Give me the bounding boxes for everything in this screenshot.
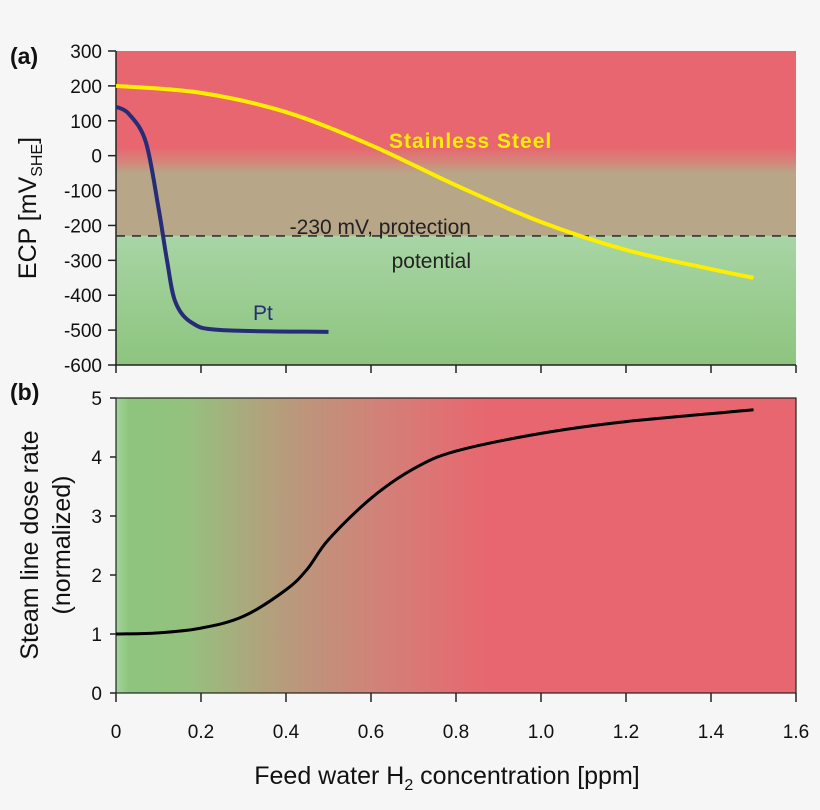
panel-b-label: (b): [10, 379, 39, 405]
x-tick-label: 0.6: [358, 722, 384, 743]
panel-a-background-protected: [116, 235, 796, 365]
x-axis-label: Feed water H2 concentration [ppm]: [254, 762, 639, 794]
panel-a-y-tick-label: -300: [64, 251, 102, 272]
panel-a: 300 200 100 0 -100 -200 -300 -400 -500 -600 Stain…: [10, 42, 797, 377]
panel-a-y-tick-label: -100: [64, 182, 102, 203]
x-tick-label: 1.4: [698, 722, 725, 743]
stainless-steel-label: Stainless Steel: [389, 130, 552, 153]
panel-a-y-tick-label: 0: [91, 147, 102, 168]
x-tick-label: 1.2: [613, 722, 639, 743]
pt-line: [115, 104, 329, 334]
panel-b-y-tick-label: 5: [91, 389, 102, 410]
panel-a-label: (a): [10, 43, 38, 69]
protection-annotation-line2: potential: [392, 250, 471, 273]
panel-a-y-tick-label: -400: [64, 286, 102, 307]
x-tick-label: 1.6: [783, 722, 809, 743]
panel-a-y-tick-label: -200: [64, 216, 102, 237]
panel-b-y-tick-label: 0: [91, 684, 102, 705]
protection-annotation-line1: -230 mV, protection: [290, 216, 471, 239]
panel-b-background: [116, 398, 796, 693]
stainless-steel-line: [115, 83, 754, 280]
panel-a-y-tick-label: 100: [70, 112, 102, 133]
panel-b-y-tick-label: 1: [91, 625, 102, 646]
pt-label: Pt: [253, 302, 273, 325]
panel-b: 0 1 2 3 4 5 0 0.2 0.4 0.6 0.8 1.0 1.2 1.4 1.6 (b) Stea…: [10, 379, 809, 794]
x-tick-label: 0.8: [443, 722, 469, 743]
panel-b-ylabel-line1: Steam line dose rate: [16, 430, 44, 659]
x-tick-label: 0.2: [188, 722, 214, 743]
panel-b-y-tick-label: 2: [91, 566, 102, 587]
panel-a-y-tick-label: -500: [64, 321, 102, 342]
panel-a-y-tick-label: 300: [70, 42, 102, 63]
x-tick-label: 0.4: [273, 722, 300, 743]
panel-a-background-unprotected: [116, 51, 796, 236]
panel-b-y-tick-label: 4: [91, 448, 102, 469]
panel-a-ylabel: ECP [mVSHE]: [14, 137, 46, 279]
panel-a-y-tick-label: -600: [64, 356, 102, 377]
panel-b-y-tick-label: 3: [91, 507, 102, 528]
x-tick-label: 1.0: [528, 722, 554, 743]
panel-a-y-tick-label: 200: [70, 77, 102, 98]
panel-b-ylabel-line2: (normalized): [48, 476, 76, 615]
x-tick-label: 0: [111, 722, 122, 743]
dose-rate-line: [115, 408, 754, 636]
